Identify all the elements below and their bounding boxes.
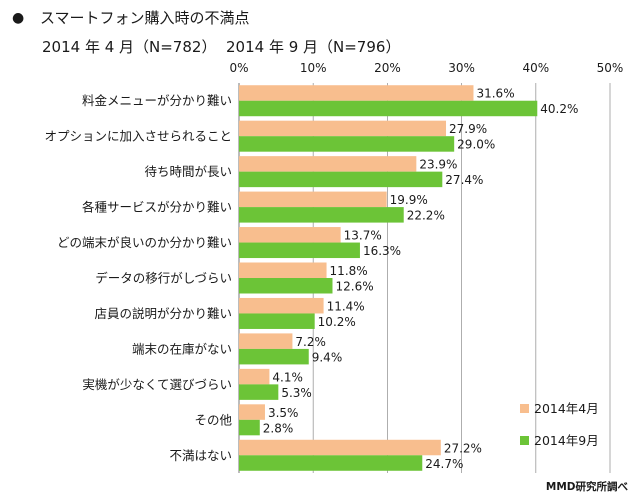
bars — [239, 85, 538, 471]
value-label-apr: 27.2% — [444, 441, 482, 455]
value-label-apr: 11.8% — [330, 264, 368, 278]
source-credit: MMD研究所調べ — [546, 480, 629, 493]
legend-label-sep: 2014年9月 — [534, 433, 599, 448]
category-label: 不満はない — [169, 448, 232, 463]
value-label-sep: 2.8% — [263, 421, 294, 435]
value-label-sep: 9.4% — [312, 350, 343, 364]
tick-label-40: 40% — [522, 61, 549, 75]
value-label-sep: 40.2% — [540, 102, 578, 116]
value-label-apr: 13.7% — [344, 229, 382, 243]
value-labels: 31.6% 40.2% 27.9% 29.0%23.9%27.4% 19.9% 22.2%… — [263, 87, 579, 471]
subtitle-september: 2014 年 9 月（N=796） — [226, 38, 401, 56]
bar-sep — [239, 136, 455, 152]
tick-label-0: 0% — [229, 61, 248, 75]
legend-swatch-sep — [520, 436, 529, 445]
bar-apr — [239, 368, 270, 385]
bar-apr — [239, 85, 474, 101]
value-label-sep: 16.3% — [363, 244, 401, 258]
tick-label-20: 20% — [374, 61, 401, 75]
category-label: どの端末が良いのか分かり難い — [57, 235, 232, 250]
tick-label-30: 30% — [448, 61, 475, 75]
bar-sep — [239, 348, 309, 365]
value-label-sep: 29.0% — [457, 138, 495, 152]
value-label-sep: 24.7% — [425, 457, 463, 471]
bar-apr — [239, 191, 387, 208]
bar-sep — [239, 207, 404, 223]
value-label-sep: 5.3% — [281, 386, 312, 400]
bar-apr — [239, 227, 341, 243]
value-label-sep: 12.6% — [335, 280, 373, 294]
bar-apr — [239, 333, 293, 349]
bar-apr — [239, 156, 417, 172]
bar-apr — [239, 262, 327, 278]
value-label-apr: 23.9% — [419, 158, 457, 172]
title-bullet: ● — [12, 10, 25, 26]
value-label-apr: 4.1% — [272, 370, 303, 384]
category-label: 各種サービスが分かり難い — [82, 200, 232, 215]
tick-label-10: 10% — [300, 61, 327, 75]
category-label: 料金メニューが分かり難い — [82, 93, 232, 108]
bar-sep — [239, 100, 538, 117]
value-label-apr: 7.2% — [295, 335, 326, 349]
category-label: オプションに加入させられること — [44, 129, 232, 144]
category-label: 端末の在庫がない — [132, 341, 232, 356]
category-label: データの移行がしづらい — [95, 271, 232, 286]
value-label-sep: 27.4% — [445, 173, 483, 187]
bar-sep — [239, 171, 443, 188]
category-label: 待ち時間が長い — [144, 164, 232, 179]
x-axis-tick-labels: 0% 10% 20% 30% 40% 50% — [229, 61, 623, 75]
bar-sep — [239, 242, 360, 259]
value-label-apr: 27.9% — [449, 122, 487, 136]
chart-title: スマートフォン購入時の不満点 — [40, 9, 250, 27]
value-label-sep: 22.2% — [407, 209, 445, 223]
bar-sep — [239, 278, 333, 294]
bar-apr — [239, 439, 441, 456]
value-label-apr: 3.5% — [268, 406, 299, 420]
category-label: 店員の説明が分かり難い — [94, 306, 232, 321]
bar-sep — [239, 313, 315, 329]
category-label: その他 — [194, 412, 232, 427]
value-label-apr: 11.4% — [327, 299, 365, 313]
bar-apr — [239, 297, 324, 314]
legend-label-apr: 2014年4月 — [534, 401, 599, 416]
bar-sep — [239, 419, 260, 436]
value-label-sep: 10.2% — [318, 315, 356, 329]
bar-sep — [239, 384, 279, 400]
bar-sep — [239, 455, 423, 471]
category-labels: 料金メニューが分かり難いオプションに加入させられること待ち時間が長い各種サービス… — [44, 93, 232, 463]
legend-swatch-apr — [520, 404, 529, 413]
bar-apr — [239, 404, 265, 420]
legend: 2014年4月 2014年9月 — [520, 401, 599, 448]
value-label-apr: 31.6% — [476, 87, 514, 101]
bar-apr — [239, 120, 447, 137]
value-label-apr: 19.9% — [390, 193, 428, 207]
category-label: 実機が少なくて選びづらい — [82, 377, 232, 392]
chart-subtitle: 2014 年 4 月（N=782） 2014 年 9 月（N=796） — [42, 38, 400, 56]
subtitle-april: 2014 年 4 月（N=782） — [42, 38, 217, 56]
tick-label-50: 50% — [597, 61, 624, 75]
